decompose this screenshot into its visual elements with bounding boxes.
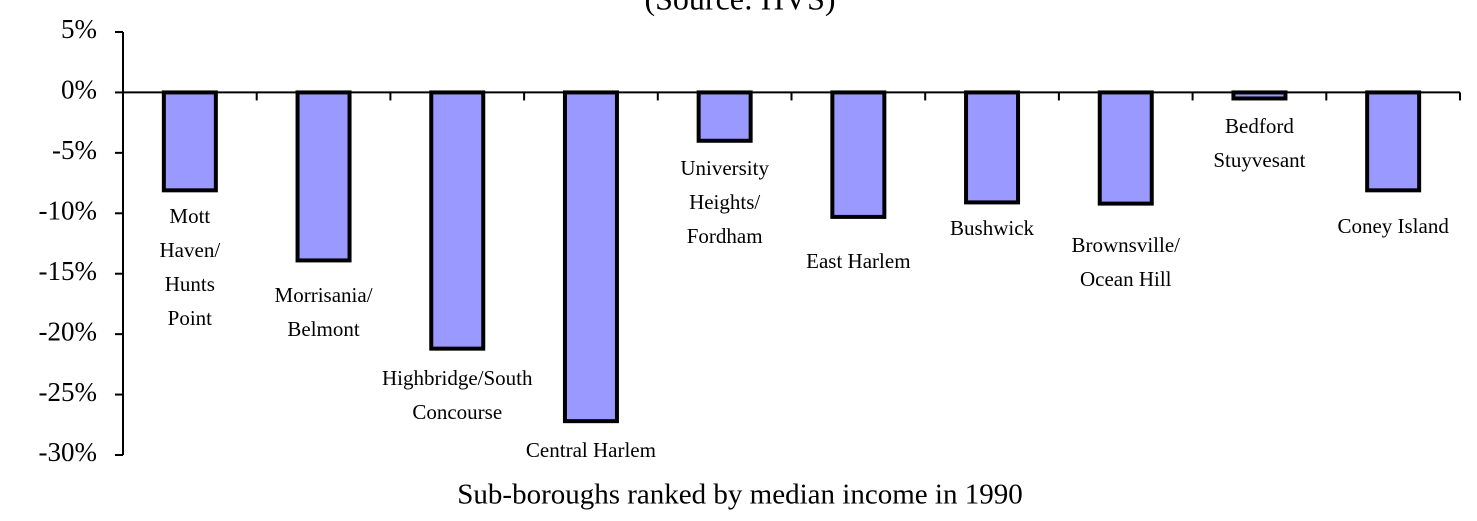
category-label: Central Harlem (526, 438, 656, 462)
y-tick-label: -25% (39, 377, 97, 407)
category-label: Morrisania/ (275, 283, 373, 307)
category-label: East Harlem (806, 249, 910, 273)
category-label: Heights/ (689, 190, 760, 214)
y-tick-label: -10% (39, 195, 97, 225)
category-label: Coney Island (1337, 214, 1449, 238)
category-label: Ocean Hill (1080, 267, 1172, 291)
x-axis-label: Sub-boroughs ranked by median income in … (457, 479, 1022, 511)
category-label: Bedford (1225, 114, 1294, 138)
category-label: Concourse (412, 400, 502, 424)
y-tick-label: -15% (39, 256, 97, 286)
category-label: Point (168, 306, 213, 330)
y-tick-label: -20% (39, 316, 97, 346)
category-label: Hunts (165, 272, 215, 296)
category-label: Bushwick (950, 216, 1035, 240)
category-label: Belmont (287, 317, 359, 341)
category-label: Mott (169, 204, 210, 228)
bar (830, 90, 887, 219)
bar (1097, 90, 1154, 206)
bar (562, 90, 619, 424)
chart-subtitle: (Source: HVS) (644, 0, 835, 16)
category-label: Highbridge/South (382, 366, 533, 390)
category-label: University (680, 156, 769, 180)
y-tick-label: -30% (39, 437, 97, 467)
category-label: Brownsville/ (1072, 233, 1181, 257)
category-label: Stuyvesant (1213, 148, 1305, 172)
y-tick-label: 5% (61, 14, 97, 44)
bar (696, 90, 753, 143)
category-label: Haven/ (160, 238, 221, 262)
bar (161, 90, 218, 193)
y-tick-label: -5% (52, 135, 97, 165)
bar (964, 90, 1021, 205)
bar (295, 90, 352, 263)
bar (429, 90, 486, 351)
category-label: Fordham (687, 224, 763, 248)
bar (1365, 90, 1422, 193)
y-tick-label: 0% (61, 75, 97, 105)
